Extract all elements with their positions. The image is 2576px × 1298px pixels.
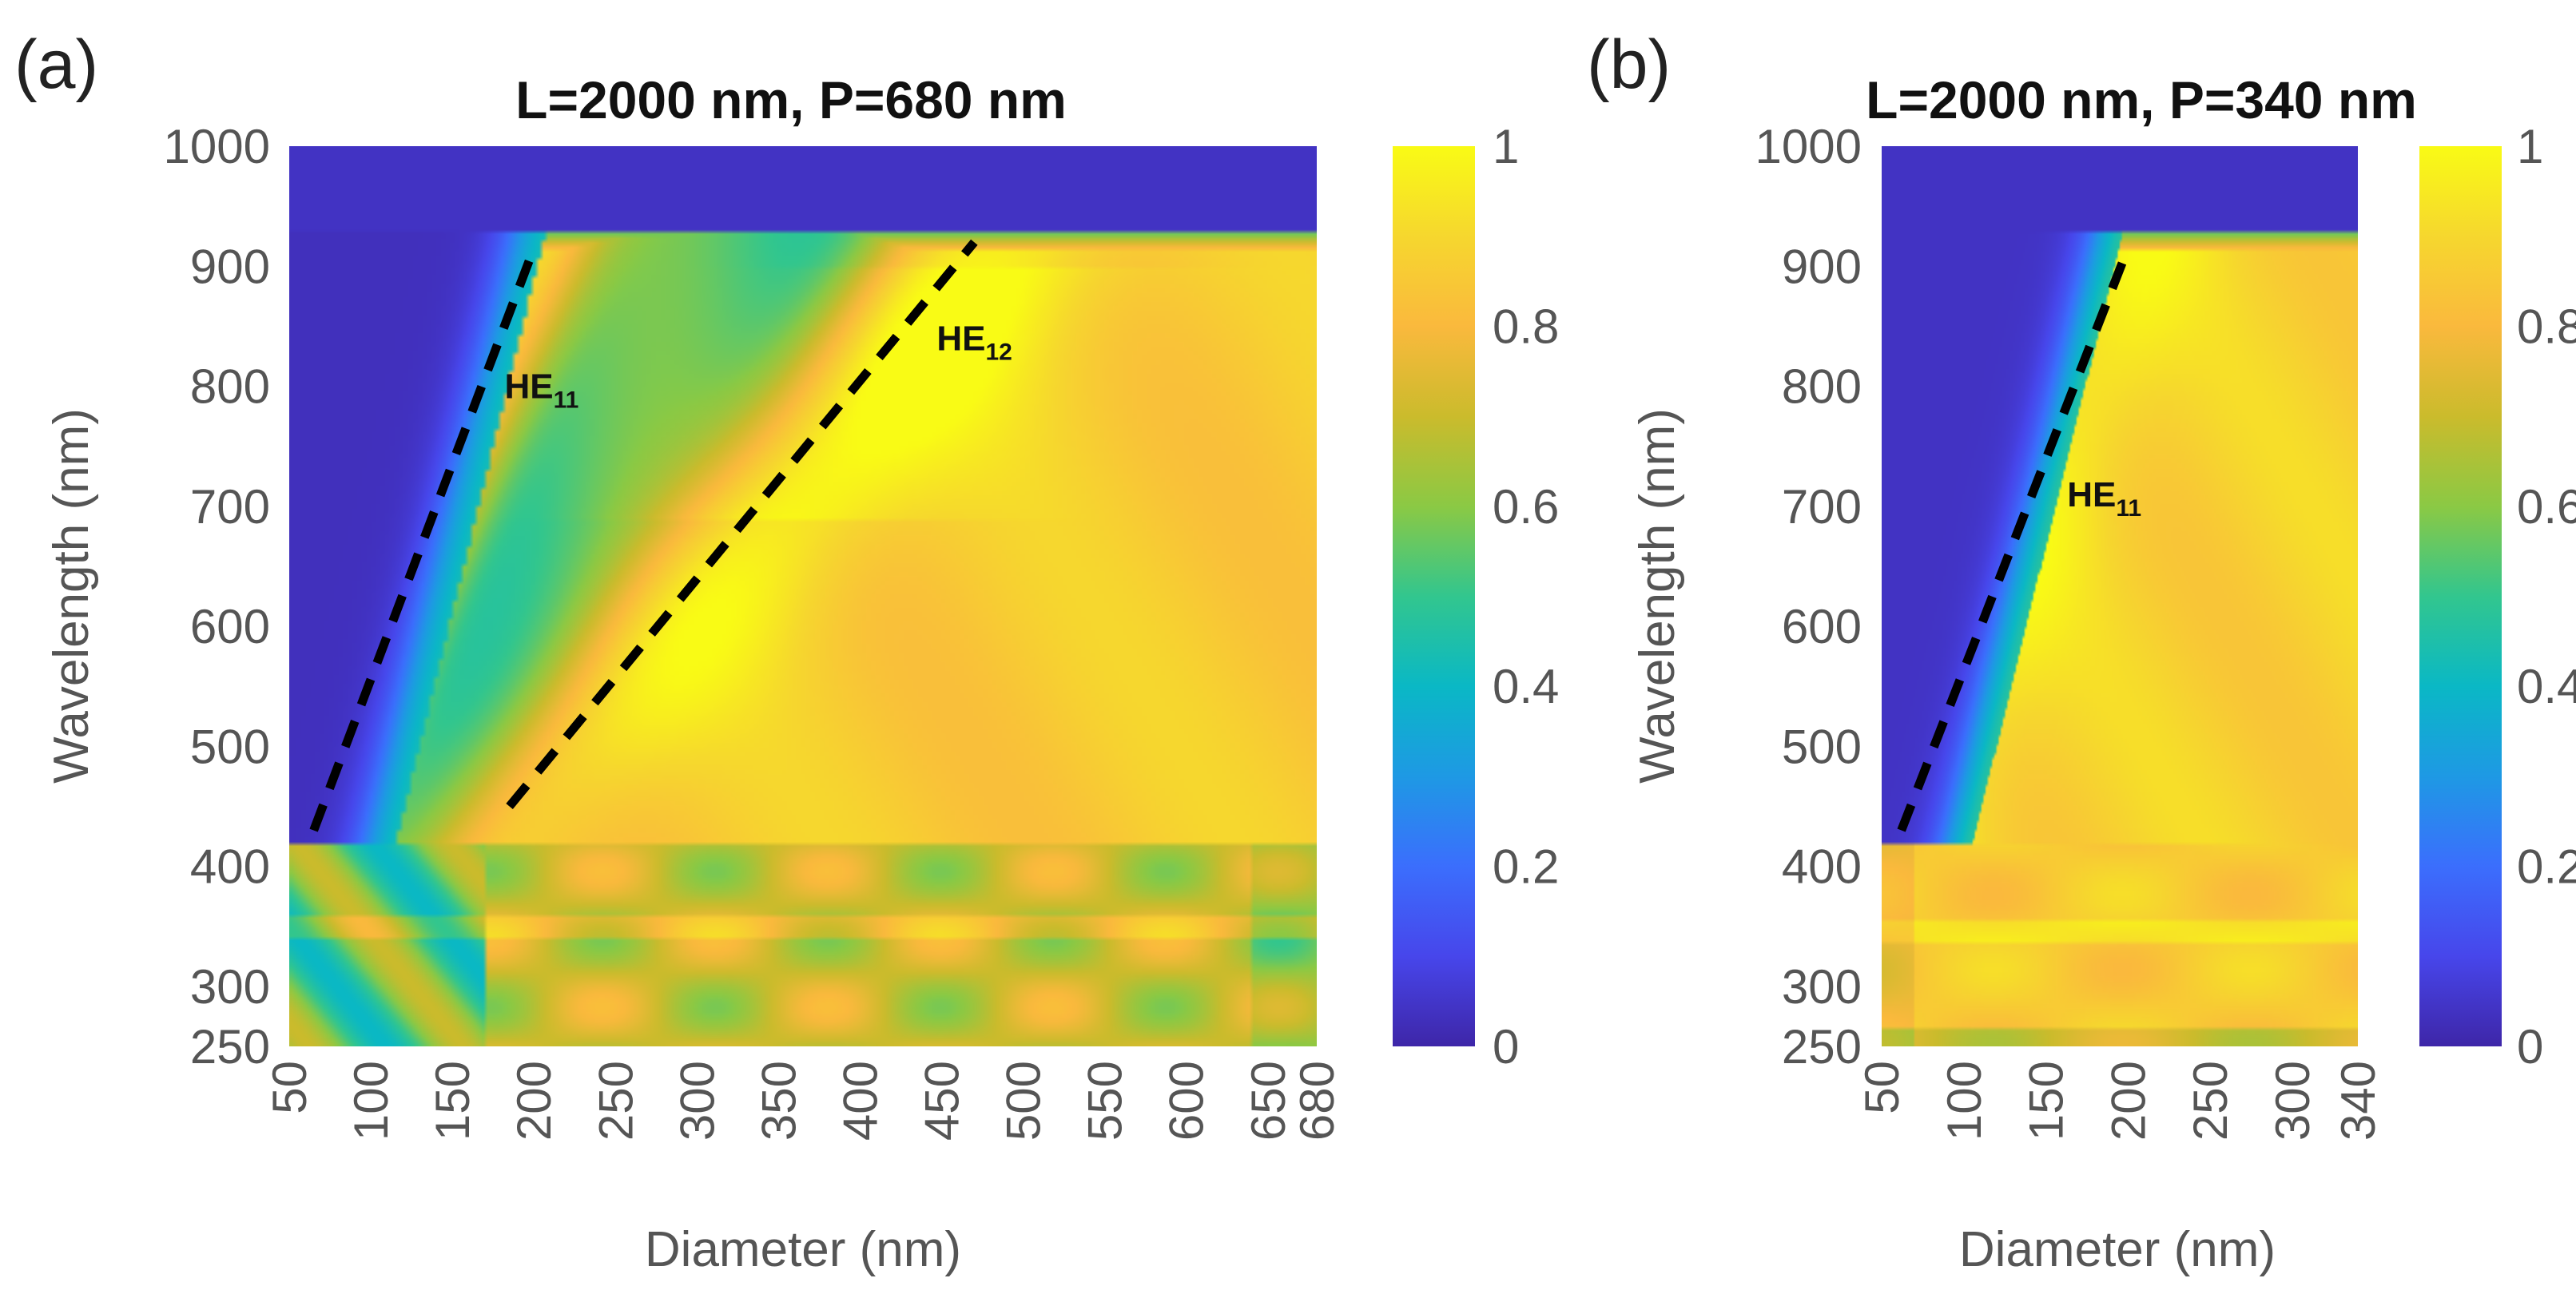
colorbar-tick-label: 0.4 xyxy=(2517,660,2576,713)
panel-a-colorbar-gradient xyxy=(1393,146,1475,1046)
panel-a-heatmap xyxy=(289,146,1317,1046)
y-tick-label: 300 xyxy=(190,960,270,1014)
x-tick-label: 500 xyxy=(997,1061,1051,1141)
x-tick-label: 250 xyxy=(589,1061,642,1141)
x-tick-label: 200 xyxy=(2101,1061,2155,1141)
panel-a-label: (a) xyxy=(14,26,98,103)
panel-a-colorbar: 0 0.2 0.4 0.6 0.8 1 xyxy=(1393,120,1559,1074)
figure: (a) L=2000 nm, P=680 nm HE11HE12 2503004… xyxy=(0,0,2576,1298)
mode-label-name: HE xyxy=(2067,475,2116,514)
panel-a-x-ticks: 50 100 150 200 250 300 350 400 450 500 550 600 65068… xyxy=(263,1061,1344,1141)
colorbar-tick-label: 0 xyxy=(2517,1020,2543,1074)
panel-b-y-axis-label: Wavelength (nm) xyxy=(1630,408,1685,784)
x-tick-label: 150 xyxy=(2020,1061,2073,1141)
colorbar-tick-label: 0.2 xyxy=(2517,840,2576,894)
mode-label-subscript: 12 xyxy=(986,339,1012,365)
x-tick-label: 100 xyxy=(1938,1061,1991,1141)
mode-label-subscript: 11 xyxy=(2116,495,2141,522)
x-tick-label: 300 xyxy=(2266,1061,2320,1141)
y-tick-label: 900 xyxy=(190,240,270,293)
x-tick-label: 550 xyxy=(1079,1061,1132,1141)
panel-a-title: L=2000 nm, P=680 nm xyxy=(515,70,1067,129)
panel-a-y-axis-label: Wavelength (nm) xyxy=(44,408,99,784)
y-tick-label: 600 xyxy=(190,600,270,653)
y-tick-label: 700 xyxy=(190,480,270,534)
x-tick-label: 300 xyxy=(670,1061,724,1141)
x-tick-label: 250 xyxy=(2184,1061,2237,1141)
y-tick-label: 800 xyxy=(190,360,270,414)
y-tick-label: 1000 xyxy=(1755,120,1862,173)
panel-b-x-ticks: 50 100 150 200 250 300 340 xyxy=(1855,1061,2385,1141)
y-tick-label: 250 xyxy=(190,1020,270,1074)
x-tick-label: 50 xyxy=(1855,1061,1909,1114)
panel-b-x-axis-label: Diameter (nm) xyxy=(1959,1222,2276,1277)
x-tick-label: 650 xyxy=(1242,1061,1295,1141)
x-tick-label: 450 xyxy=(916,1061,969,1141)
panel-a-colorbar-ticks: 0 0.2 0.4 0.6 0.8 1 xyxy=(1493,120,1559,1074)
panel-b-colorbar: 0 0.2 0.4 0.6 0.8 1 xyxy=(2419,120,2576,1074)
x-tick-label: 400 xyxy=(833,1061,887,1141)
x-tick-label: 150 xyxy=(426,1061,479,1141)
mode-label-name: HE xyxy=(504,367,553,407)
panel-b-title: L=2000 nm, P=340 nm xyxy=(1866,70,2417,129)
colorbar-tick-label: 0.6 xyxy=(1493,480,1559,534)
y-tick-label: 400 xyxy=(190,840,270,894)
y-tick-label: 500 xyxy=(190,720,270,773)
colorbar-tick-label: 0.6 xyxy=(2517,480,2576,534)
colorbar-tick-label: 0 xyxy=(1493,1020,1519,1074)
colorbar-tick-label: 0.8 xyxy=(2517,300,2576,353)
x-tick-label: 50 xyxy=(263,1061,316,1114)
panel-b-colorbar-gradient xyxy=(2419,146,2502,1046)
colorbar-tick-label: 0.4 xyxy=(1493,660,1559,713)
mode-label-name: HE xyxy=(936,319,985,358)
colorbar-tick-label: 0.8 xyxy=(1493,300,1559,353)
y-tick-label: 250 xyxy=(1782,1020,1862,1074)
colorbar-tick-label: 1 xyxy=(2517,120,2543,173)
y-tick-label: 700 xyxy=(1782,480,1862,534)
y-tick-label: 300 xyxy=(1782,960,1862,1014)
panel-b-colorbar-ticks: 0 0.2 0.4 0.6 0.8 1 xyxy=(2517,120,2576,1074)
x-tick-label: 340 xyxy=(2332,1061,2385,1141)
y-tick-label: 600 xyxy=(1782,600,1862,653)
colorbar-tick-label: 1 xyxy=(1493,120,1519,173)
y-tick-label: 800 xyxy=(1782,360,1862,414)
x-tick-label: 200 xyxy=(507,1061,561,1141)
x-tick-label: 100 xyxy=(344,1061,398,1141)
panel-a-x-axis-label: Diameter (nm) xyxy=(645,1222,961,1277)
mode-label-subscript: 11 xyxy=(554,387,579,414)
panel-b-label: (b) xyxy=(1587,26,1671,103)
panel-a-heatmap-image xyxy=(289,146,1317,1046)
panel-b-y-ticks: 250 300 400 500 600 700 800 900 1000 xyxy=(1755,120,1862,1074)
y-tick-label: 1000 xyxy=(164,120,270,173)
y-tick-label: 500 xyxy=(1782,720,1862,773)
y-tick-label: 900 xyxy=(1782,240,1862,293)
y-tick-label: 400 xyxy=(1782,840,1862,894)
x-tick-label: 350 xyxy=(752,1061,805,1141)
x-tick-label: 600 xyxy=(1160,1061,1214,1141)
x-tick-label: 680 xyxy=(1290,1061,1344,1141)
panel-b: (b) L=2000 nm, P=340 nm HE11 250 300 400 50… xyxy=(1587,26,2576,1277)
colorbar-tick-label: 0.2 xyxy=(1493,840,1559,894)
panel-a-y-ticks: 250 300 400 500 600 700 800 900 1000 xyxy=(164,120,270,1074)
